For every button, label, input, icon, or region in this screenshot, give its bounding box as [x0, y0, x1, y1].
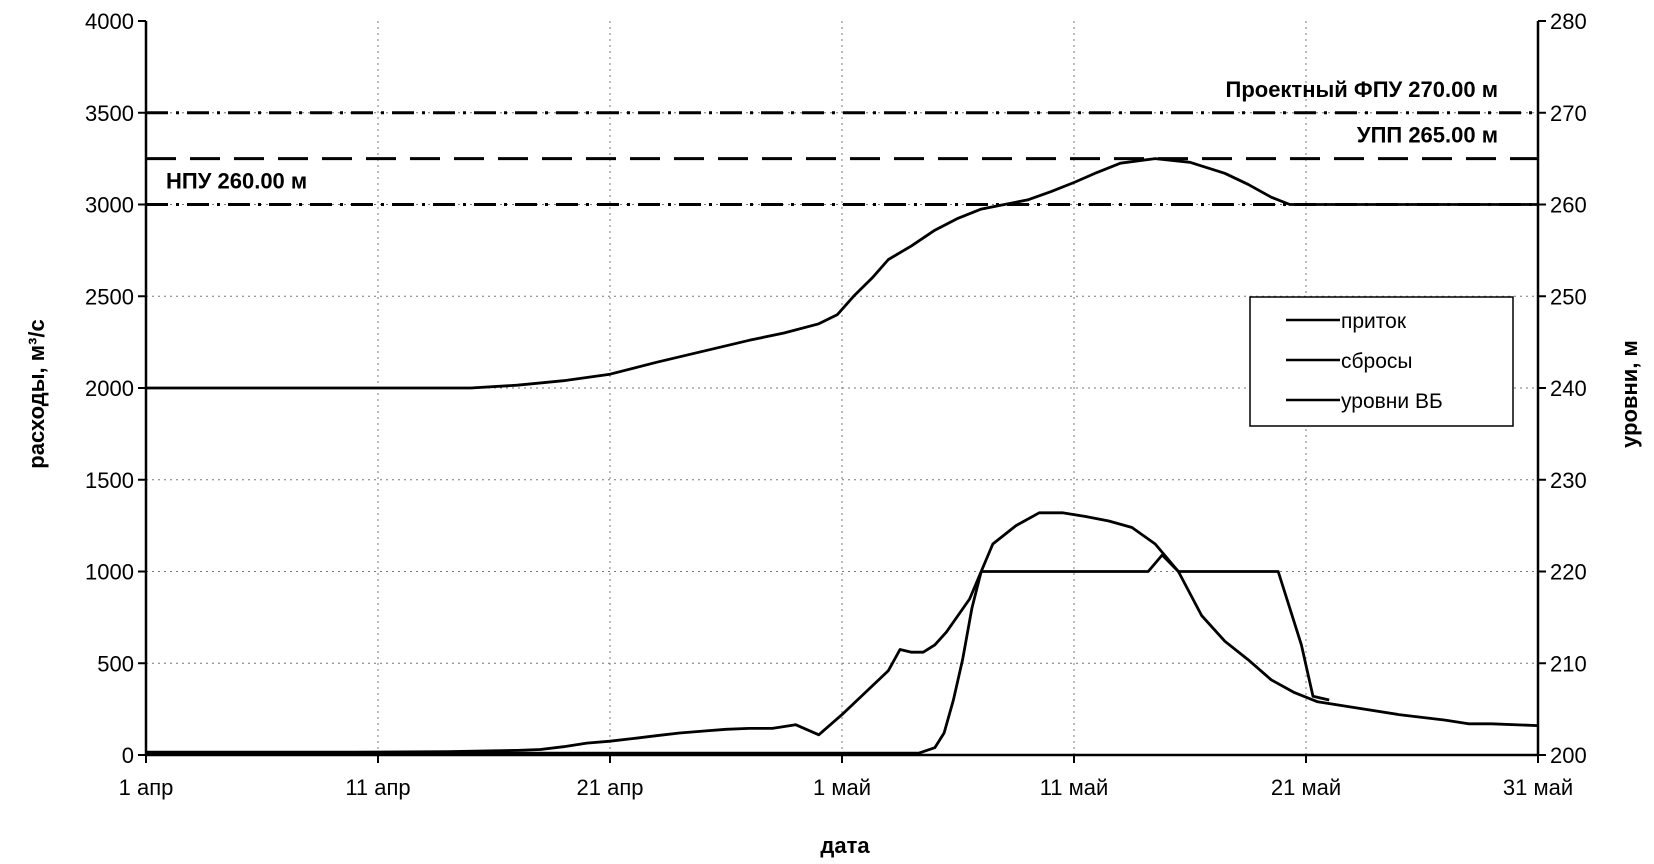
y-left-tick-label: 500	[97, 651, 134, 676]
y-right-tick-label: 210	[1550, 651, 1587, 676]
legend-label-1: сбросы	[1341, 350, 1412, 373]
legend-label-0: приток	[1341, 310, 1407, 333]
y-left-tick-label: 4000	[85, 9, 134, 34]
reference-label-НПУ: НПУ 260.00 м	[166, 169, 307, 194]
y-right-tick-label: 250	[1550, 284, 1587, 309]
y-right-tick-label: 260	[1550, 193, 1587, 218]
data-series	[146, 157, 1539, 755]
reference-label-УПП: УПП 265.00 м	[1357, 123, 1498, 148]
right-axis-title: уровни, м	[1617, 340, 1642, 448]
y-left-tick-label: 2500	[85, 284, 134, 309]
axes	[138, 20, 1546, 763]
series-line-2	[146, 157, 1538, 390]
y-left-tick-label: 2000	[85, 376, 134, 401]
legend-box	[1249, 296, 1514, 427]
y-right-tick-label: 280	[1550, 9, 1587, 34]
x-axis-title: дата	[820, 833, 870, 858]
reference-lines: Проектный ФПУ 270.00 м УПП 265.00 м НПУ 26…	[146, 77, 1538, 206]
y-left-tick-label: 0	[122, 743, 134, 768]
x-tick-label: 1 май	[813, 775, 871, 800]
reference-label-ФПУ: Проектный ФПУ 270.00 м	[1226, 77, 1499, 102]
series-line-0	[146, 511, 1539, 754]
y-right-tick-label: 220	[1550, 560, 1587, 585]
y-left-tick-label: 1500	[85, 468, 134, 493]
y-right-tick-label: 270	[1550, 101, 1587, 126]
x-tick-label: 21 май	[1271, 775, 1341, 800]
legend: приток сбросы уровни ВБ	[1249, 296, 1514, 427]
x-tick-label: 31 май	[1503, 775, 1573, 800]
y-left-tick-label: 3000	[85, 193, 134, 218]
x-tick-label: 11 апр	[345, 775, 410, 800]
y-right-tick-label: 240	[1550, 376, 1587, 401]
y-right-tick-label: 230	[1550, 468, 1587, 493]
tick-labels: 0 500 1000 1500 2000 2500 3000 3500 4000 200 210 22…	[85, 9, 1587, 800]
y-left-tick-label: 1000	[85, 560, 134, 585]
x-tick-label: 1 апр	[119, 775, 174, 800]
legend-label-2: уровни ВБ	[1341, 390, 1443, 413]
x-tick-label: 11 май	[1040, 775, 1109, 800]
series-line-1	[146, 553, 1330, 755]
x-tick-label: 21 апр	[577, 775, 644, 800]
left-axis-title: расходы, м³/с	[24, 319, 49, 468]
y-right-tick-label: 200	[1550, 743, 1587, 768]
y-left-tick-label: 3500	[85, 101, 134, 126]
